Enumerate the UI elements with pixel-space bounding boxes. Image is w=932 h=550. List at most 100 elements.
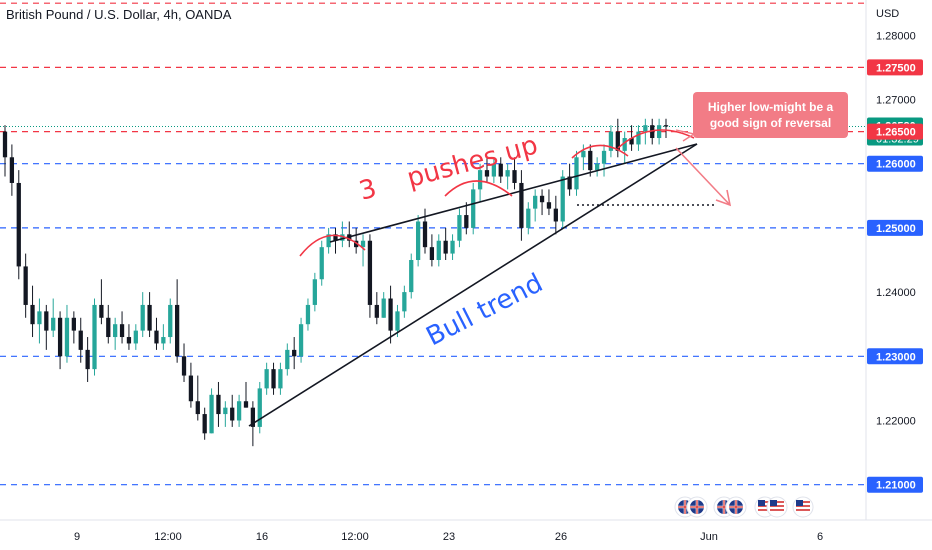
candle-body [230,407,235,421]
candle-body [450,240,455,254]
candle-body [78,330,83,350]
price-tag-label-0: 1.27500 [876,62,916,74]
candle-body [643,125,648,132]
candle-body [326,234,331,248]
candle-body [236,401,242,421]
price-tick-2: 1.24000 [876,287,916,299]
candle-body [154,330,159,344]
candle-body [271,369,276,389]
candle-body [16,182,21,267]
push-arc-1 [299,234,366,257]
gbp-flag-icon[interactable] [686,496,708,518]
price-axis: 1.28000 1.27000 1.24000 1.22000 1.27500 1.265… [867,30,923,493]
projection-arrow-line [675,147,731,206]
candle-body [44,311,49,331]
bull-trend-label: Bull trend [422,268,548,352]
candle-body [202,414,207,434]
candle-body [168,304,173,338]
candle-body [161,337,166,344]
candle-body [388,298,393,331]
candle-body [422,221,428,248]
candle-body [574,157,579,190]
price-tag-4 [867,219,923,236]
time-tick-7: 6 [817,531,823,543]
candle-body [608,131,614,151]
candle-body [505,170,510,177]
candle-body [402,292,407,312]
candle-body [457,215,462,241]
pushes-up-label: 3 pushes up [356,130,541,206]
candle-body [622,138,627,151]
candle-body [395,311,400,331]
us-flag-icon[interactable] [766,496,788,518]
candle-body [636,131,641,145]
candle-body [106,317,111,338]
candle-body [71,317,76,331]
candle-body [436,240,441,260]
price-tag-3 [867,155,923,172]
price-tick-1: 1.27000 [876,95,916,107]
candle-body [491,163,496,177]
time-axis: 9 12:00 16 12:00 23 26 Jun 6 [74,531,823,543]
time-tick-2: 16 [256,531,268,543]
candle-body [285,349,290,370]
candle-body [656,125,662,139]
candle-body [99,304,104,318]
candle-body [588,150,593,171]
candle-body [92,304,97,370]
candle-body [264,369,269,389]
time-tick-6: Jun [700,531,718,543]
candle-body [519,182,524,228]
candle-body [2,131,8,158]
candle-body [333,234,338,241]
gbp-flag-icon[interactable] [725,496,747,518]
candle-body [601,150,607,164]
us-flag-icon[interactable] [792,496,814,518]
price-tag-label-5: 1.23000 [876,351,916,363]
candle-body [126,337,132,344]
candle-body [243,401,249,408]
price-tag-5 [867,348,923,365]
time-tick-3: 12:00 [341,531,369,543]
candle-body [319,247,324,280]
candle-body [119,324,125,338]
projection-arrowhead [715,189,732,207]
candle-body [175,304,180,357]
candle-body [546,202,552,209]
support-trendline[interactable] [248,143,698,427]
resistance-trendline[interactable] [329,143,698,243]
price-tag-0 [867,59,923,76]
push-arc-2 [444,180,513,197]
candle-body [209,394,214,434]
price-tag-2 [867,123,923,140]
time-tick-0: 9 [74,531,80,543]
time-tick-4: 23 [443,531,455,543]
candle-body [30,304,35,325]
candle-body [140,304,145,331]
candle-body [9,157,15,183]
candle-body [181,356,187,376]
candle-body [464,215,469,228]
candle-body [354,240,359,248]
candle-body [57,317,63,357]
candle-body [257,388,262,427]
candle-body [429,247,435,260]
candle-body [37,311,42,325]
candle-body [216,394,221,415]
candle-body [188,375,194,402]
candle-body [64,317,70,357]
push-arc-4 [617,129,695,149]
candle-body [512,170,517,183]
candle-body [367,240,373,305]
candle-body [340,234,345,241]
horizontal-levels [0,2,866,486]
candle-body [560,176,565,222]
candle-body [85,349,90,370]
callout-annotation[interactable]: Higher low-might be a good sign of rever… [693,92,848,138]
push-arc-3 [571,144,629,159]
flag-canton [770,500,777,506]
price-tag-label-4: 1.25000 [876,223,916,235]
candle-body [533,195,538,209]
